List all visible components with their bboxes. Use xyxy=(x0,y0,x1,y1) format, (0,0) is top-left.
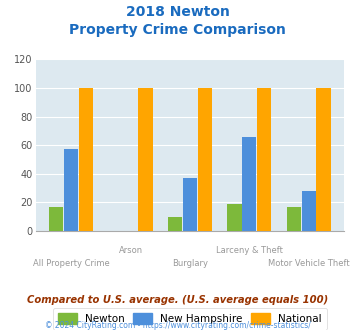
Bar xyxy=(138,88,153,231)
Text: © 2024 CityRating.com - https://www.cityrating.com/crime-statistics/: © 2024 CityRating.com - https://www.city… xyxy=(45,321,310,330)
Bar xyxy=(257,88,271,231)
Bar xyxy=(79,88,93,231)
Bar xyxy=(198,88,212,231)
Bar xyxy=(168,217,182,231)
Text: 2018 Newton: 2018 Newton xyxy=(126,5,229,19)
Bar xyxy=(183,178,197,231)
Text: Motor Vehicle Theft: Motor Vehicle Theft xyxy=(268,259,350,268)
Bar xyxy=(302,191,316,231)
Text: Burglary: Burglary xyxy=(172,259,208,268)
Text: Compared to U.S. average. (U.S. average equals 100): Compared to U.S. average. (U.S. average … xyxy=(27,295,328,305)
Bar xyxy=(49,207,64,231)
Text: Larceny & Theft: Larceny & Theft xyxy=(216,246,283,255)
Bar xyxy=(227,204,242,231)
Text: Arson: Arson xyxy=(119,246,143,255)
Text: Property Crime Comparison: Property Crime Comparison xyxy=(69,23,286,37)
Bar xyxy=(287,207,301,231)
Bar xyxy=(316,88,331,231)
Bar xyxy=(242,137,256,231)
Text: All Property Crime: All Property Crime xyxy=(33,259,109,268)
Bar xyxy=(64,149,78,231)
Legend: Newton, New Hampshire, National: Newton, New Hampshire, National xyxy=(53,308,327,330)
